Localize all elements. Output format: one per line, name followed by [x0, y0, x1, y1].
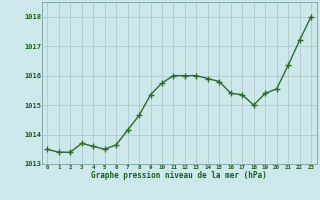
X-axis label: Graphe pression niveau de la mer (hPa): Graphe pression niveau de la mer (hPa) — [91, 171, 267, 180]
